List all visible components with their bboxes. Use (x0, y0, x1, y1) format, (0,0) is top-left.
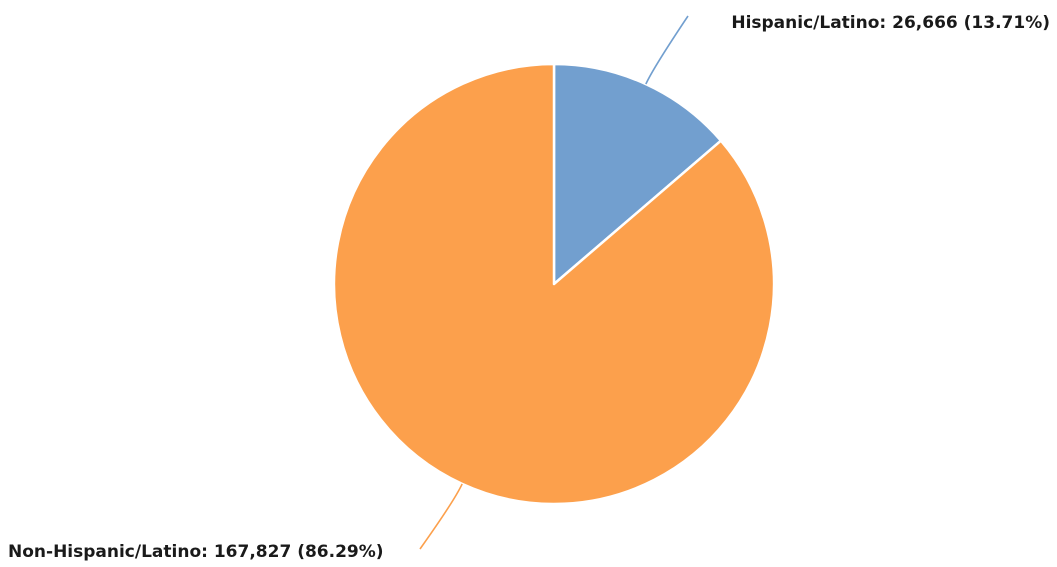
leader-line-hispanic-latino (645, 15, 689, 85)
pie-slice-hispanic-latino (552, 62, 723, 286)
slice-label-hispanic-latino: Hispanic/Latino: 26,666 (13.71%) (731, 13, 1050, 33)
pie-slices (332, 62, 776, 506)
slice-label-non-hispanic-latino: Non-Hispanic/Latino: 167,827 (86.29%) (8, 542, 384, 562)
slice-labels: Hispanic/Latino: 26,666 (13.71%) Non-His… (8, 13, 1050, 562)
leader-lines (419, 15, 689, 550)
leader-line-non-hispanic-latino (419, 483, 463, 550)
pie-slice-non-hispanic-latino (332, 62, 776, 506)
